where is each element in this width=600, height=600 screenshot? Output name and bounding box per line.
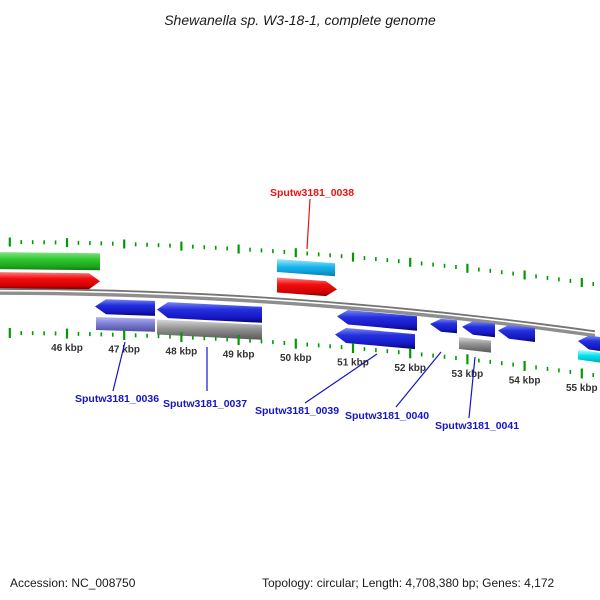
ruler-label-51kbp: 51 kbp	[337, 358, 369, 369]
tick-row-ruler	[8, 328, 595, 379]
gene-shape-forward-red-left[interactable]	[0, 272, 100, 290]
gene-label-sputw3181-0041[interactable]: Sputw3181_0041	[435, 420, 519, 432]
gene-shape-reverse-blue-g[interactable]	[578, 335, 600, 352]
ruler-label-50kbp: 50 kbp	[280, 353, 312, 364]
gene-label-sputw3181-0039[interactable]: Sputw3181_0039	[255, 405, 339, 417]
label-callout-lines	[112, 198, 476, 419]
callout-line-0038	[306, 198, 311, 250]
backbone-line-outer	[0, 288, 596, 333]
gene-shape-sputw3181-0036[interactable]	[95, 299, 155, 316]
map-title: Shewanella sp. W3-18-1, complete genome	[164, 12, 436, 28]
gene-label-sputw3181-0038[interactable]: Sputw3181_0038	[270, 187, 354, 199]
ruler-labels: 46 kbp 47 kbp 48 kbp 49 kbp 50 kbp 51 kbp 52 k…	[51, 343, 597, 394]
tick-row-upper	[8, 237, 595, 287]
ruler-label-52kbp: 52 kbp	[394, 363, 426, 374]
callout-line-0039	[304, 353, 378, 404]
genome-backbone	[0, 288, 596, 338]
ruler-label-53kbp: 53 kbp	[452, 369, 484, 380]
gene-shape-band-gray-1[interactable]	[157, 319, 262, 340]
gene-shape-sputw3181-0040[interactable]	[430, 318, 457, 334]
gene-shape-sputw3181-0038[interactable]	[277, 259, 335, 277]
gene-shape-reverse-blue-e[interactable]	[462, 321, 495, 338]
ruler-label-55kbp: 55 kbp	[566, 383, 598, 394]
gene-label-sputw3181-0036[interactable]: Sputw3181_0036	[75, 393, 159, 405]
ruler-label-54kbp: 54 kbp	[509, 376, 541, 387]
callout-line-0041	[468, 356, 476, 419]
callout-line-0040	[395, 351, 442, 408]
ruler-label-46kbp: 46 kbp	[51, 343, 83, 354]
ruler-label-49kbp: 49 kbp	[223, 350, 255, 361]
gene-shape-reverse-blue-f[interactable]	[498, 324, 535, 342]
gene-shape-forward-red-mid[interactable]	[277, 277, 337, 297]
gene-label-group: Sputw3181_0036 Sputw3181_0037 Sputw3181_…	[75, 187, 519, 432]
gene-shape-sputw3181-0039-b[interactable]	[335, 328, 415, 350]
gene-shape-band-purple[interactable]	[96, 317, 155, 332]
gene-shape-sputw3181-0037[interactable]	[157, 302, 262, 323]
ruler-label-48kbp: 48 kbp	[166, 347, 198, 358]
footer-accession: Accession: NC_008750	[10, 576, 136, 590]
ruler-label-47kbp: 47 kbp	[108, 345, 140, 356]
gene-shape-band-bright-cyan[interactable]	[578, 349, 600, 364]
gene-label-sputw3181-0037[interactable]: Sputw3181_0037	[163, 398, 247, 410]
gene-track	[0, 252, 600, 363]
footer-stats: Topology: circular; Length: 4,708,380 bp…	[262, 576, 555, 590]
gene-shape-sputw3181-0041-band[interactable]	[459, 337, 491, 353]
callout-line-0036	[112, 341, 126, 392]
backbone-line-inner	[0, 291, 596, 338]
gene-label-sputw3181-0040[interactable]: Sputw3181_0040	[345, 410, 429, 422]
gene-shape-forward-green[interactable]	[0, 252, 100, 271]
gene-shape-sputw3181-0039-a[interactable]	[337, 310, 417, 331]
